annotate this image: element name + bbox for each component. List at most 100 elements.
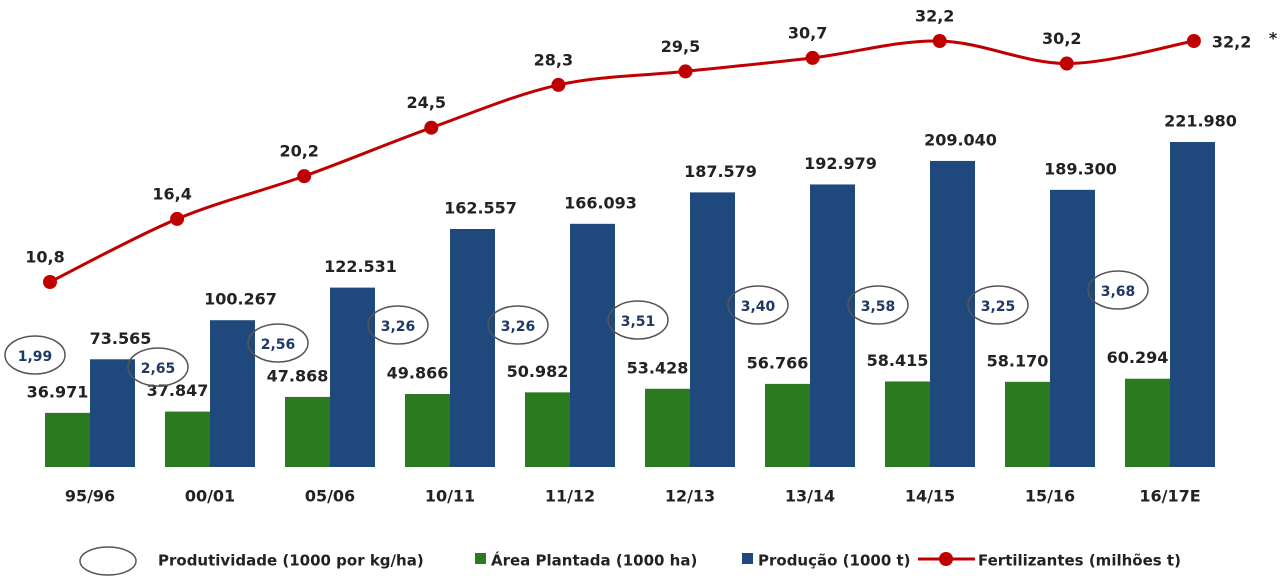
data-label: 162.557 xyxy=(444,199,517,218)
bar xyxy=(330,287,375,467)
data-label: 53.428 xyxy=(627,358,689,377)
data-label: 28,3 xyxy=(534,50,573,69)
legend-label: Área Plantada (1000 ha) xyxy=(491,551,697,570)
productivity-ellipse xyxy=(367,305,429,345)
x-tick-label: 11/12 xyxy=(545,487,595,506)
line-marker xyxy=(678,64,693,79)
data-label: 189.300 xyxy=(1044,159,1117,178)
bar xyxy=(450,229,495,467)
legend-ellipse xyxy=(79,546,137,576)
data-label: 16,4 xyxy=(152,184,191,203)
data-label: 32,2 xyxy=(1212,33,1251,52)
bar xyxy=(90,359,135,467)
x-tick-label: 95/96 xyxy=(65,487,115,506)
bar xyxy=(690,192,735,467)
productivity-label: 3,25 xyxy=(981,299,1016,315)
data-label: 30,7 xyxy=(788,23,827,42)
productivity-label: 3,68 xyxy=(1101,284,1136,300)
data-label: 58.170 xyxy=(987,351,1049,370)
data-label: 73.565 xyxy=(90,329,152,348)
data-label: 221.980 xyxy=(1164,112,1237,131)
data-label: 166.093 xyxy=(564,193,637,212)
bar xyxy=(810,184,855,467)
data-label: 10,8 xyxy=(25,248,64,267)
bar xyxy=(930,160,975,467)
bar xyxy=(405,393,450,467)
annotation: * xyxy=(1269,29,1278,48)
data-label: 24,5 xyxy=(407,93,446,112)
x-tick-label: 10/11 xyxy=(425,487,475,506)
bar xyxy=(765,383,810,467)
data-label: 187.579 xyxy=(684,162,757,181)
x-tick-label: 00/01 xyxy=(185,487,235,506)
bar xyxy=(885,381,930,467)
x-tick-label: 16/17E xyxy=(1139,487,1200,506)
productivity-ellipse xyxy=(4,335,66,375)
legend-label: Produtividade (1000 por kg/ha) xyxy=(158,552,424,570)
data-label: 36.971 xyxy=(27,382,89,401)
legend-marker xyxy=(939,552,953,566)
productivity-ellipse xyxy=(487,305,549,345)
line-marker xyxy=(551,77,566,92)
data-label: 47.868 xyxy=(267,366,329,385)
productivity-label: 1,99 xyxy=(18,349,53,365)
bar xyxy=(525,392,570,467)
productivity-ellipse xyxy=(967,285,1029,325)
data-label: 30,2 xyxy=(1042,29,1081,48)
x-tick-label: 15/16 xyxy=(1025,487,1075,506)
productivity-label: 2,65 xyxy=(141,361,176,377)
legend-swatch xyxy=(475,553,486,564)
bar xyxy=(45,412,90,467)
productivity-label: 3,26 xyxy=(501,319,536,335)
line-marker xyxy=(932,34,947,48)
bar xyxy=(165,411,210,467)
productivity-label: 3,40 xyxy=(741,299,776,315)
productivity-ellipse xyxy=(127,347,189,387)
productivity-ellipse xyxy=(727,285,789,325)
productivity-label: 3,58 xyxy=(861,299,896,315)
data-label: 209.040 xyxy=(924,130,997,149)
legend-swatch xyxy=(742,553,753,564)
legend-label: Fertilizantes (milhões t) xyxy=(978,552,1181,570)
data-label: 50.982 xyxy=(507,362,569,381)
x-tick-label: 13/14 xyxy=(785,487,835,506)
data-label: 58.415 xyxy=(867,351,929,370)
bar xyxy=(285,396,330,467)
line-marker xyxy=(424,120,439,135)
bar xyxy=(570,223,615,467)
data-label: 100.267 xyxy=(204,290,277,309)
line-marker xyxy=(1186,34,1201,48)
bar xyxy=(1005,381,1050,467)
line xyxy=(49,39,1195,284)
productivity-label: 3,26 xyxy=(381,319,416,335)
bar xyxy=(645,388,690,467)
line-marker xyxy=(805,50,820,65)
line-marker xyxy=(170,211,185,226)
line-marker xyxy=(43,275,57,289)
productivity-label: 3,51 xyxy=(621,314,656,330)
legend-label: Produção (1000 t) xyxy=(758,552,911,570)
productivity-ellipse xyxy=(847,285,909,325)
productivity-ellipse xyxy=(607,300,669,340)
data-label: 192.979 xyxy=(804,154,877,173)
x-tick-label: 05/06 xyxy=(305,487,355,506)
data-label: 56.766 xyxy=(747,353,809,372)
line-marker xyxy=(297,169,312,184)
data-label: 60.294 xyxy=(1107,348,1169,367)
bar xyxy=(1050,189,1095,467)
data-label: 122.531 xyxy=(324,257,397,276)
x-tick-label: 12/13 xyxy=(665,487,715,506)
bar xyxy=(1170,142,1215,467)
data-label: 32,2 xyxy=(915,7,954,26)
x-tick-label: 14/15 xyxy=(905,487,955,506)
data-label: 20,2 xyxy=(279,142,318,161)
data-label: 49.866 xyxy=(387,363,449,382)
data-label: 37.847 xyxy=(147,381,209,400)
productivity-label: 2,56 xyxy=(261,337,296,353)
productivity-ellipse xyxy=(1087,270,1149,310)
productivity-ellipse xyxy=(247,323,309,363)
line-marker xyxy=(1059,56,1074,71)
bar xyxy=(1125,378,1170,467)
data-label: 29,5 xyxy=(661,37,700,56)
